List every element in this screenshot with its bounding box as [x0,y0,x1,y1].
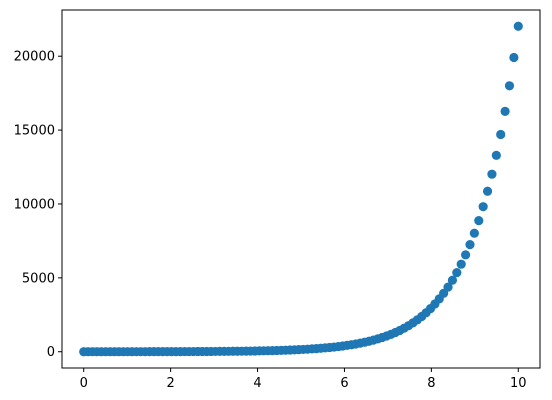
y-axis-ticks: 0 5000 10000 15000 20000 [14,50,62,360]
data-point [443,282,453,292]
data-point [496,129,506,140]
data-point [456,259,466,269]
data-point [491,150,501,160]
data-point [469,228,479,238]
data-point [465,239,475,250]
data-point [447,275,458,285]
x-tick-label: 10 [510,376,527,391]
y-tick-label: 0 [47,345,55,360]
y-tick-label: 10000 [14,197,55,212]
data-point [487,169,497,179]
scatter-points [79,21,523,357]
y-tick-label: 15000 [14,124,55,139]
data-point [513,21,523,31]
data-point [482,186,493,196]
data-point [478,202,488,212]
data-point [452,268,462,278]
x-tick-label: 0 [80,376,88,391]
plot-frame [61,9,541,369]
x-tick-label: 2 [166,376,174,391]
data-point [504,81,515,91]
data-point [461,250,471,260]
data-point [509,52,519,63]
data-point [500,106,510,116]
y-tick-label: 5000 [22,271,55,286]
data-point [474,216,484,226]
x-axis-ticks: 0 2 4 6 8 10 [80,368,527,391]
x-tick-label: 8 [427,376,435,391]
x-tick-label: 6 [340,376,348,391]
y-tick-label: 20000 [14,50,55,65]
x-tick-label: 4 [253,376,261,391]
